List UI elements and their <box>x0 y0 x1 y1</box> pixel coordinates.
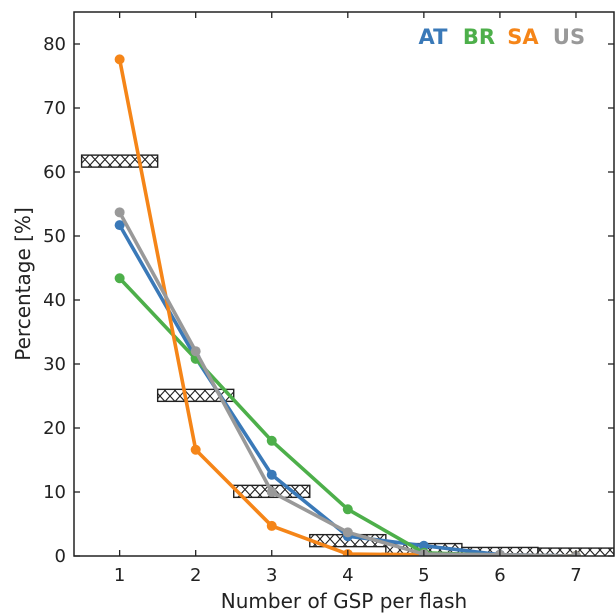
legend: AT BR SA US <box>419 25 586 49</box>
y-tick-label: 30 <box>43 354 66 375</box>
data-point-sa <box>190 444 201 455</box>
data-point-at <box>418 540 429 551</box>
y-tick-label: 0 <box>55 546 66 567</box>
data-point-at <box>114 220 125 231</box>
x-tick-label: 6 <box>494 565 505 586</box>
data-point-us <box>342 527 353 538</box>
y-tick-label: 10 <box>43 482 66 503</box>
hatched-bar <box>80 154 159 168</box>
y-axis-title: Percentage [%] <box>11 207 35 360</box>
data-point-us <box>114 207 125 218</box>
plot-frame <box>73 11 615 557</box>
data-point-br <box>342 504 353 515</box>
y-tick-label: 70 <box>43 98 66 119</box>
hatched-bar <box>156 388 235 403</box>
x-axis-title: Number of GSP per flash <box>221 589 467 613</box>
series-line-sa <box>117 57 578 556</box>
x-tick-label: 1 <box>114 565 125 586</box>
data-point-sa <box>266 520 277 531</box>
legend-entry-br: BR <box>463 25 495 49</box>
x-tick-label: 4 <box>342 565 353 586</box>
y-tick-label: 20 <box>43 418 66 439</box>
x-tick-label: 5 <box>418 565 429 586</box>
x-tick-label: 2 <box>190 565 201 586</box>
legend-entry-at: AT <box>419 25 449 49</box>
data-point-br <box>114 273 125 284</box>
x-tick-label: 7 <box>570 565 581 586</box>
data-point-at <box>266 469 277 480</box>
y-tick-label: 60 <box>43 162 66 183</box>
data-point-us <box>190 346 201 357</box>
y-tick-label: 40 <box>43 290 66 311</box>
data-point-sa <box>114 54 125 65</box>
x-tick-label: 3 <box>266 565 277 586</box>
data-point-us <box>266 487 277 497</box>
legend-entry-us: US <box>553 25 585 49</box>
y-tick-label: 50 <box>43 226 66 247</box>
data-point-br <box>266 435 277 446</box>
legend-entry-sa: SA <box>507 25 539 49</box>
y-tick-label: 80 <box>43 34 66 55</box>
